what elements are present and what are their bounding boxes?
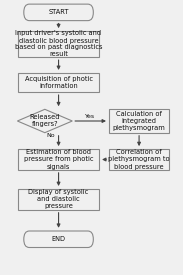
Text: Calculation of
integrated
plethysmogram: Calculation of integrated plethysmogram xyxy=(113,111,165,131)
Text: START: START xyxy=(48,9,69,15)
FancyBboxPatch shape xyxy=(109,149,169,170)
FancyBboxPatch shape xyxy=(24,231,93,248)
Text: Acquisition of photic
information: Acquisition of photic information xyxy=(25,76,93,89)
Text: END: END xyxy=(52,236,66,242)
Polygon shape xyxy=(17,109,72,133)
Text: No: No xyxy=(46,133,55,138)
FancyBboxPatch shape xyxy=(18,31,99,57)
Text: Yes: Yes xyxy=(85,114,95,119)
FancyBboxPatch shape xyxy=(18,149,99,170)
Text: Input driver's systolic and
diastolic blood pressure
based on past diagnostics
r: Input driver's systolic and diastolic bl… xyxy=(15,31,102,57)
Text: Correlation of
plethysmogram to
blood pressure: Correlation of plethysmogram to blood pr… xyxy=(108,150,170,169)
FancyBboxPatch shape xyxy=(18,189,99,210)
Text: Estimation of blood
pressure from photic
signals: Estimation of blood pressure from photic… xyxy=(24,150,93,169)
FancyBboxPatch shape xyxy=(109,109,169,133)
Text: Released
fingers?: Released fingers? xyxy=(30,114,60,128)
FancyBboxPatch shape xyxy=(18,73,99,92)
FancyBboxPatch shape xyxy=(24,4,93,21)
Text: Display of systolic
and diastolic
pressure: Display of systolic and diastolic pressu… xyxy=(28,189,89,209)
